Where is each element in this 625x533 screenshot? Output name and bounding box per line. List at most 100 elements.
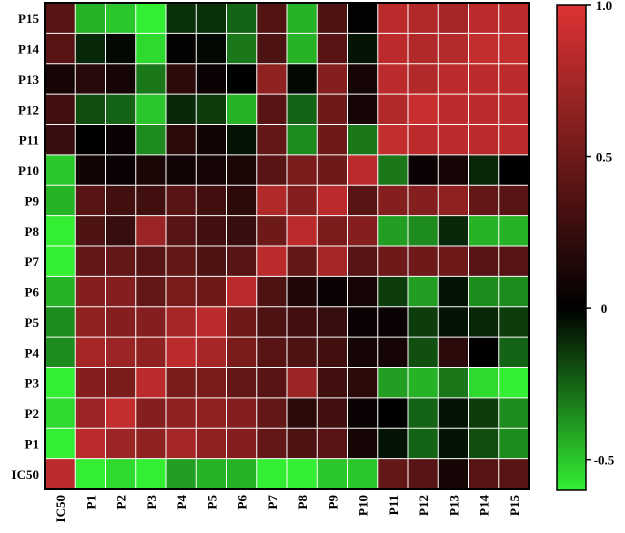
heatmap-cell xyxy=(408,276,439,308)
heatmap-cell xyxy=(75,246,106,277)
heatmap-cell xyxy=(45,276,76,308)
heatmap-cell xyxy=(408,154,439,186)
heatmap-cell xyxy=(256,124,288,156)
heatmap-cell xyxy=(438,337,469,368)
heatmap-cell xyxy=(438,124,469,156)
heatmap-cell xyxy=(347,428,379,460)
heatmap-cell xyxy=(226,397,258,429)
x-tick-label: P14 xyxy=(477,495,492,516)
x-tick-label: P11 xyxy=(386,495,401,515)
x-tick-label: P1 xyxy=(83,495,98,509)
x-axis-labels: IC50 P1 P2 P3 P4 P5 P6 P7 P8 P9 P10 P11 P12 P13 P14 P15 xyxy=(53,495,522,523)
y-tick-label: P11 xyxy=(19,133,39,148)
heatmap-cell xyxy=(347,397,379,429)
heatmap-cell xyxy=(498,428,530,460)
heatmap-cell xyxy=(226,124,258,156)
heatmap-cell xyxy=(196,154,227,186)
heatmap-cell xyxy=(196,246,227,277)
heatmap-cell xyxy=(438,397,469,429)
heatmap-cell xyxy=(347,276,379,308)
heatmap-cell xyxy=(256,397,288,429)
y-tick-label: P1 xyxy=(25,436,39,451)
heatmap-cell xyxy=(226,3,258,34)
heatmap-cell xyxy=(377,458,409,490)
heatmap-cell xyxy=(105,185,137,217)
heatmap-cell xyxy=(105,3,137,34)
heatmap-cell xyxy=(408,215,439,247)
heatmap-cell xyxy=(166,33,197,65)
colorbar-tick-label: 1.0 xyxy=(596,0,612,13)
heatmap-cell xyxy=(105,215,137,247)
x-tick-label: P6 xyxy=(235,495,250,510)
heatmap-cell xyxy=(105,306,137,338)
heatmap-cell xyxy=(45,3,76,34)
x-tick-label: P10 xyxy=(356,495,371,516)
heatmap-cell xyxy=(468,246,500,277)
heatmap-cell xyxy=(287,306,318,338)
heatmap-cell xyxy=(75,306,106,338)
heatmap-cell xyxy=(287,94,318,125)
heatmap-cell xyxy=(347,306,379,338)
heatmap-cell xyxy=(438,33,469,65)
heatmap-cell xyxy=(166,458,197,490)
heatmap-cell xyxy=(317,428,348,460)
heatmap-cell xyxy=(408,458,439,490)
heatmap-cell xyxy=(377,337,409,368)
heatmap-cell xyxy=(408,124,439,156)
heatmap-cell xyxy=(166,63,197,95)
heatmap-cell xyxy=(377,3,409,34)
heatmap-cell xyxy=(438,306,469,338)
heatmap-cell xyxy=(45,367,76,399)
y-tick-label: P13 xyxy=(18,72,39,87)
heatmap-cell xyxy=(498,94,530,125)
heatmap-cell xyxy=(135,397,167,429)
heatmap-cell xyxy=(468,3,500,34)
heatmap-cell xyxy=(438,428,469,460)
heatmap-cell xyxy=(135,185,167,217)
heatmap-cell xyxy=(287,428,318,460)
heatmap-cell xyxy=(226,276,258,308)
heatmap-cell xyxy=(226,94,258,125)
heatmap-cell xyxy=(287,63,318,95)
heatmap-cell xyxy=(226,215,258,247)
heatmap-cell xyxy=(256,33,288,65)
heatmap-cell xyxy=(105,63,137,95)
heatmap-cell xyxy=(317,94,348,125)
heatmap-cell xyxy=(256,306,288,338)
heatmap-cell xyxy=(377,185,409,217)
heatmap-cell xyxy=(196,185,227,217)
heatmap-cell xyxy=(498,154,530,186)
heatmap-cell xyxy=(135,428,167,460)
heatmap-cell xyxy=(75,185,106,217)
heatmap-cell xyxy=(347,458,379,490)
heatmap-cell xyxy=(45,337,76,368)
colorbar xyxy=(556,4,587,491)
heatmap-cell xyxy=(256,367,288,399)
heatmap-cell xyxy=(317,215,348,247)
heatmap-cell xyxy=(408,428,439,460)
heatmap-cell xyxy=(256,246,288,277)
heatmap-cell xyxy=(45,33,76,65)
heatmap-cell xyxy=(438,185,469,217)
heatmap-cell xyxy=(438,367,469,399)
y-tick-label: P2 xyxy=(25,406,39,421)
heatmap-cell xyxy=(347,63,379,95)
heatmap-cell xyxy=(196,33,227,65)
y-tick-label: P8 xyxy=(25,224,40,239)
heatmap-cell xyxy=(196,458,227,490)
heatmap-cell xyxy=(468,276,500,308)
heatmap-cell xyxy=(377,154,409,186)
heatmap-cell xyxy=(45,306,76,338)
heatmap-cell xyxy=(75,3,106,34)
heatmap-cell xyxy=(105,367,137,399)
heatmap-cell xyxy=(317,63,348,95)
y-tick-label: P3 xyxy=(25,376,40,391)
heatmap-cell xyxy=(317,458,348,490)
heatmap-cell xyxy=(317,337,348,368)
heatmap-cell xyxy=(135,3,167,34)
heatmap-cell xyxy=(196,367,227,399)
y-axis-labels: P15 P14 P13 P12 P11 P10 P9 P8 P7 P6 P5 P4 P3 P2 P1 IC50 xyxy=(12,11,40,482)
y-tick-label: IC50 xyxy=(12,467,39,482)
heatmap-cell xyxy=(135,367,167,399)
colorbar-tick-label: 0 xyxy=(601,301,608,316)
